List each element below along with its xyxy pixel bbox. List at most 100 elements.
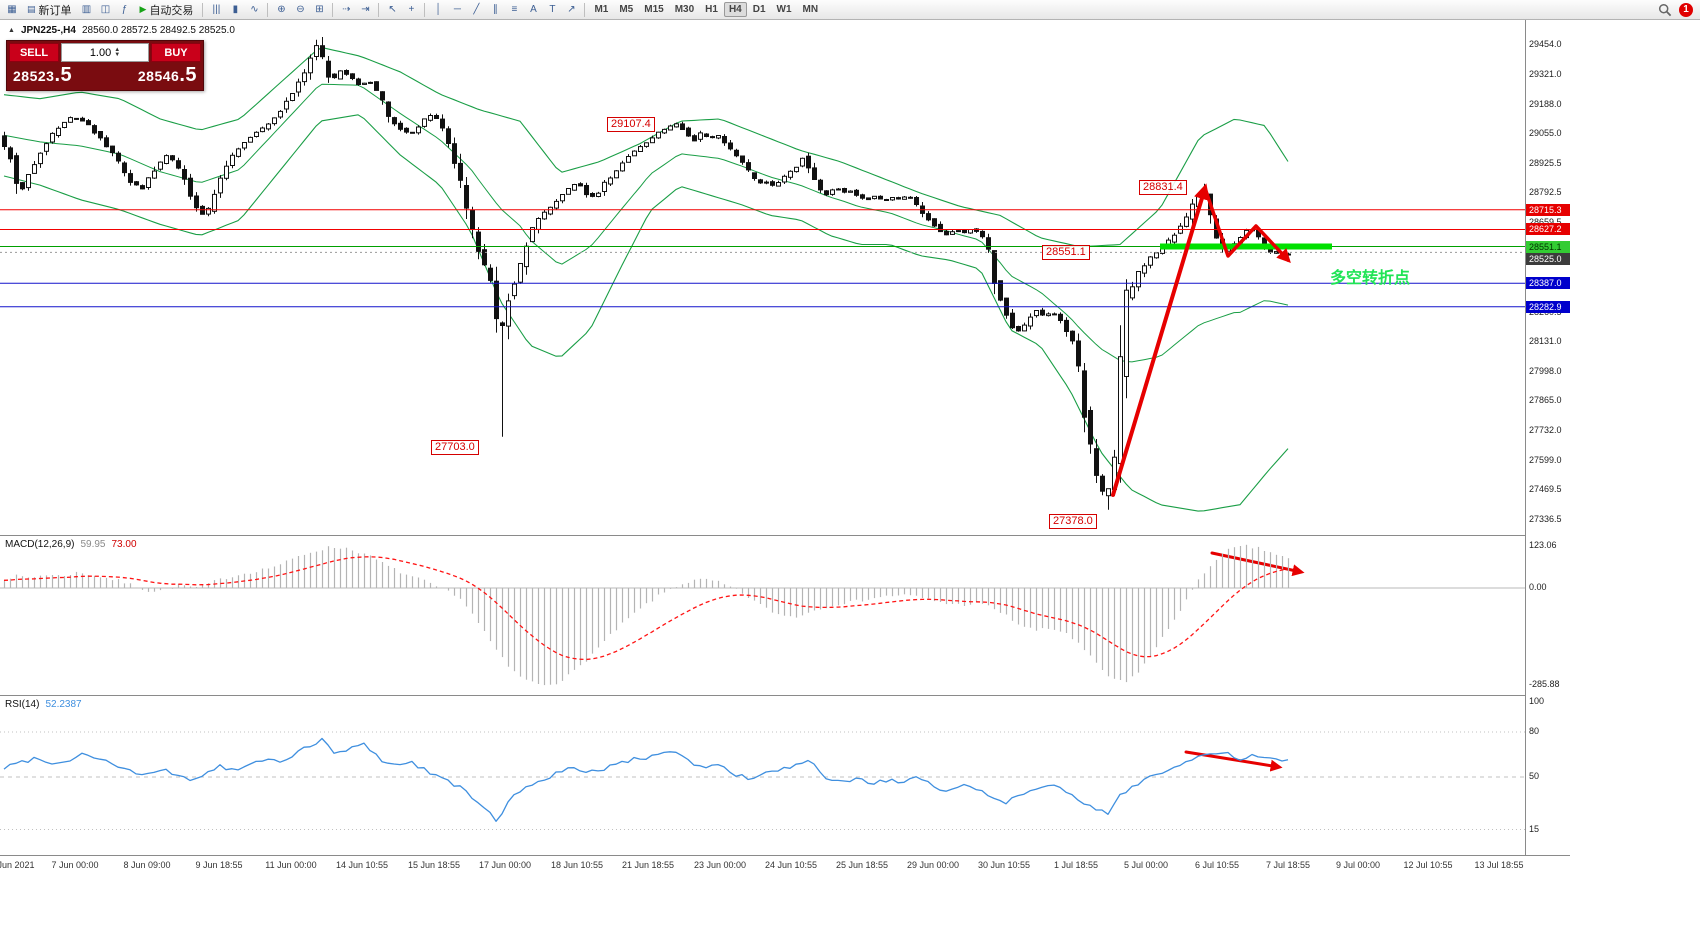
timeframe-m30[interactable]: M30 xyxy=(674,4,695,15)
data-window-icon[interactable]: ◫ xyxy=(100,4,111,15)
auto-trading-icon: ▶ xyxy=(139,4,147,14)
price-scale-label: 50 xyxy=(1529,771,1540,781)
timeframe-m15[interactable]: M15 xyxy=(644,4,664,15)
text-icon[interactable]: A xyxy=(530,4,537,15)
zoom-in-icon[interactable]: ⊕ xyxy=(277,4,286,15)
cursor-icon[interactable]: ↖ xyxy=(388,4,397,15)
price-scale-label: 15 xyxy=(1529,823,1540,834)
fibonacci-icon[interactable]: ≡ xyxy=(511,4,518,15)
new-order-button-label: 新订单 xyxy=(38,4,72,17)
crosshair-icon[interactable]: + xyxy=(408,4,415,15)
time-axis-label: 29 Jun 00:00 xyxy=(906,860,960,870)
time-axis-label: 21 Jun 18:55 xyxy=(621,860,675,870)
price-scale-label: 27732.0 xyxy=(1529,425,1562,436)
rsi-name: RSI(14) xyxy=(5,699,40,710)
toolbar-separator xyxy=(202,2,204,17)
candlestick-chart-type-icon[interactable]: ▮ xyxy=(232,4,239,15)
price-scale-label: 28792.5 xyxy=(1529,187,1562,198)
time-axis-label: 5 Jul 00:00 xyxy=(1123,860,1169,870)
chart-shift-icon[interactable]: ⇥ xyxy=(361,4,370,15)
time-axis-label: 30 Jun 10:55 xyxy=(977,860,1031,870)
rsi-value: 52.2387 xyxy=(45,699,82,710)
time-axis-label: 24 Jun 10:55 xyxy=(764,860,818,870)
new-chart-icon[interactable]: ▦ xyxy=(7,4,17,15)
timeframe-mn[interactable]: MN xyxy=(802,4,819,15)
time-axis-label: 25 Jun 18:55 xyxy=(835,860,889,870)
timeframe-h4[interactable]: H4 xyxy=(723,2,747,17)
time-axis-label: 17 Jun 00:00 xyxy=(478,860,532,870)
time-axis-label: 9 Jul 00:00 xyxy=(1335,860,1381,870)
timeframe-w1[interactable]: W1 xyxy=(776,4,792,15)
timeframe-m1[interactable]: M1 xyxy=(594,4,609,15)
price-scale-label: 100 xyxy=(1529,696,1545,706)
trendline-icon[interactable]: ╱ xyxy=(473,4,480,15)
vertical-line-icon[interactable]: │ xyxy=(435,4,442,15)
horizontal-line-icon[interactable]: ─ xyxy=(453,4,461,15)
time-axis-label: 6 Jul 10:55 xyxy=(1194,860,1240,870)
price-level-badge: 28627.2 xyxy=(1526,223,1570,236)
time-axis-label: 11 Jun 00:00 xyxy=(265,860,317,870)
time-axis-label: Jun 2021 xyxy=(0,860,35,870)
time-axis-label: 13 Jul 18:55 xyxy=(1474,860,1524,870)
symbol-name: JPN225-,H4 xyxy=(20,25,76,36)
chart-marker-icon: ▲ xyxy=(8,27,15,34)
new-order-button[interactable]: ▤ 新订单 xyxy=(22,2,77,18)
main-chart-panel[interactable]: 29107.4 28831.4 28551.1 27703.0 27378.0 多空转折点… xyxy=(0,20,1525,535)
symbol-info: ▲ JPN225-,H4 28560.0 28572.5 28492.5 285… xyxy=(8,25,235,36)
volume-input[interactable]: 1.00 ▲ ▼ xyxy=(61,43,149,62)
volume-spinner[interactable]: ▲ ▼ xyxy=(114,46,121,58)
time-axis-label: 9 Jun 18:55 xyxy=(195,860,243,870)
macd-indicator-panel[interactable]: MACD(12,26,9) 59.95 73.00 xyxy=(0,535,1525,695)
time-axis-label: 12 Jul 10:55 xyxy=(1403,860,1453,870)
price-scale-label: 28659.5 xyxy=(1529,217,1562,228)
rsi-indicator-panel[interactable]: RSI(14) 52.2387 xyxy=(0,695,1525,855)
buy-price: 28546.5 xyxy=(137,64,197,86)
toolbar-separator xyxy=(378,2,380,17)
bar-chart-type-icon[interactable]: ||| xyxy=(212,4,221,15)
time-axis-label: 23 Jun 00:00 xyxy=(693,860,747,870)
auto-scroll-icon[interactable]: ⇢ xyxy=(342,4,351,15)
market-watch-icon[interactable]: ▥ xyxy=(81,4,92,15)
time-axis-label: 14 Jun 10:55 xyxy=(335,860,389,870)
indicators-list-icon[interactable]: ƒ xyxy=(121,4,128,15)
zoom-out-icon[interactable]: ⊖ xyxy=(296,4,305,15)
toolbar: ▦ ▤ 新订单 ▥ ◫ ƒ ▶ 自动交易 ||| ▮ ∿ ⊕ ⊖ ⊞ ⇢ ⇥ ↖ + │ ─ ╱ ∥ ≡ A T ↗ M1 M5 M15… xyxy=(0,0,1700,20)
candlestick-chart[interactable] xyxy=(0,20,1525,535)
notification-badge[interactable]: 1 xyxy=(1679,2,1693,17)
price-scale-label: -285.88 xyxy=(1529,679,1560,690)
price-level-badge: 28282.9 xyxy=(1526,300,1570,313)
macd-name: MACD(12,26,9) xyxy=(5,539,75,550)
price-scale-label: 27865.0 xyxy=(1529,395,1562,406)
price-scale-label: 29321.0 xyxy=(1529,68,1562,79)
equidistant-channel-icon[interactable]: ∥ xyxy=(492,4,498,15)
sell-price: 28523.5 xyxy=(13,64,73,86)
toolbar-separator xyxy=(584,2,586,17)
time-axis[interactable]: Jun 2021 7 Jun 00:00 8 Jun 09:00 9 Jun 18:5… xyxy=(0,855,1570,875)
timeframe-m5[interactable]: M5 xyxy=(619,4,634,15)
price-scale-label: 27998.0 xyxy=(1529,365,1562,376)
macd-chart[interactable] xyxy=(0,536,1525,695)
search-icon[interactable] xyxy=(1656,2,1674,18)
timeframe-h1[interactable]: H1 xyxy=(705,4,718,15)
timeframe-d1[interactable]: D1 xyxy=(752,4,766,15)
macd-signal-value: 73.00 xyxy=(111,539,137,550)
rsi-title: RSI(14) 52.2387 xyxy=(5,699,82,710)
macd-main-value: 59.95 xyxy=(80,539,106,550)
price-level-badge: 28551.1 xyxy=(1526,240,1570,253)
time-axis-label: 7 Jul 18:55 xyxy=(1265,860,1311,870)
auto-trading-button[interactable]: ▶ 自动交易 xyxy=(135,2,199,18)
line-chart-type-icon[interactable]: ∿ xyxy=(250,4,259,15)
toolbar-separator xyxy=(332,2,334,17)
buy-button[interactable]: BUY xyxy=(151,43,201,62)
sell-button[interactable]: SELL xyxy=(9,43,59,62)
label-icon[interactable]: T xyxy=(549,4,556,15)
arrow-tools-icon[interactable]: ↗ xyxy=(567,4,576,15)
price-scale-label: 123.06 xyxy=(1529,540,1557,551)
one-click-trading-panel: SELL 1.00 ▲ ▼ BUY 28523.5 28546.5 xyxy=(6,40,204,91)
macd-title: MACD(12,26,9) 59.95 73.00 xyxy=(5,539,137,550)
price-scale[interactable]: 29454.0 29321.0 29188.0 29055.0 28925.5 28792… xyxy=(1525,20,1570,875)
time-axis-label: 7 Jun 00:00 xyxy=(51,860,99,870)
rsi-chart[interactable] xyxy=(0,696,1525,855)
tile-windows-icon[interactable]: ⊞ xyxy=(315,4,324,15)
